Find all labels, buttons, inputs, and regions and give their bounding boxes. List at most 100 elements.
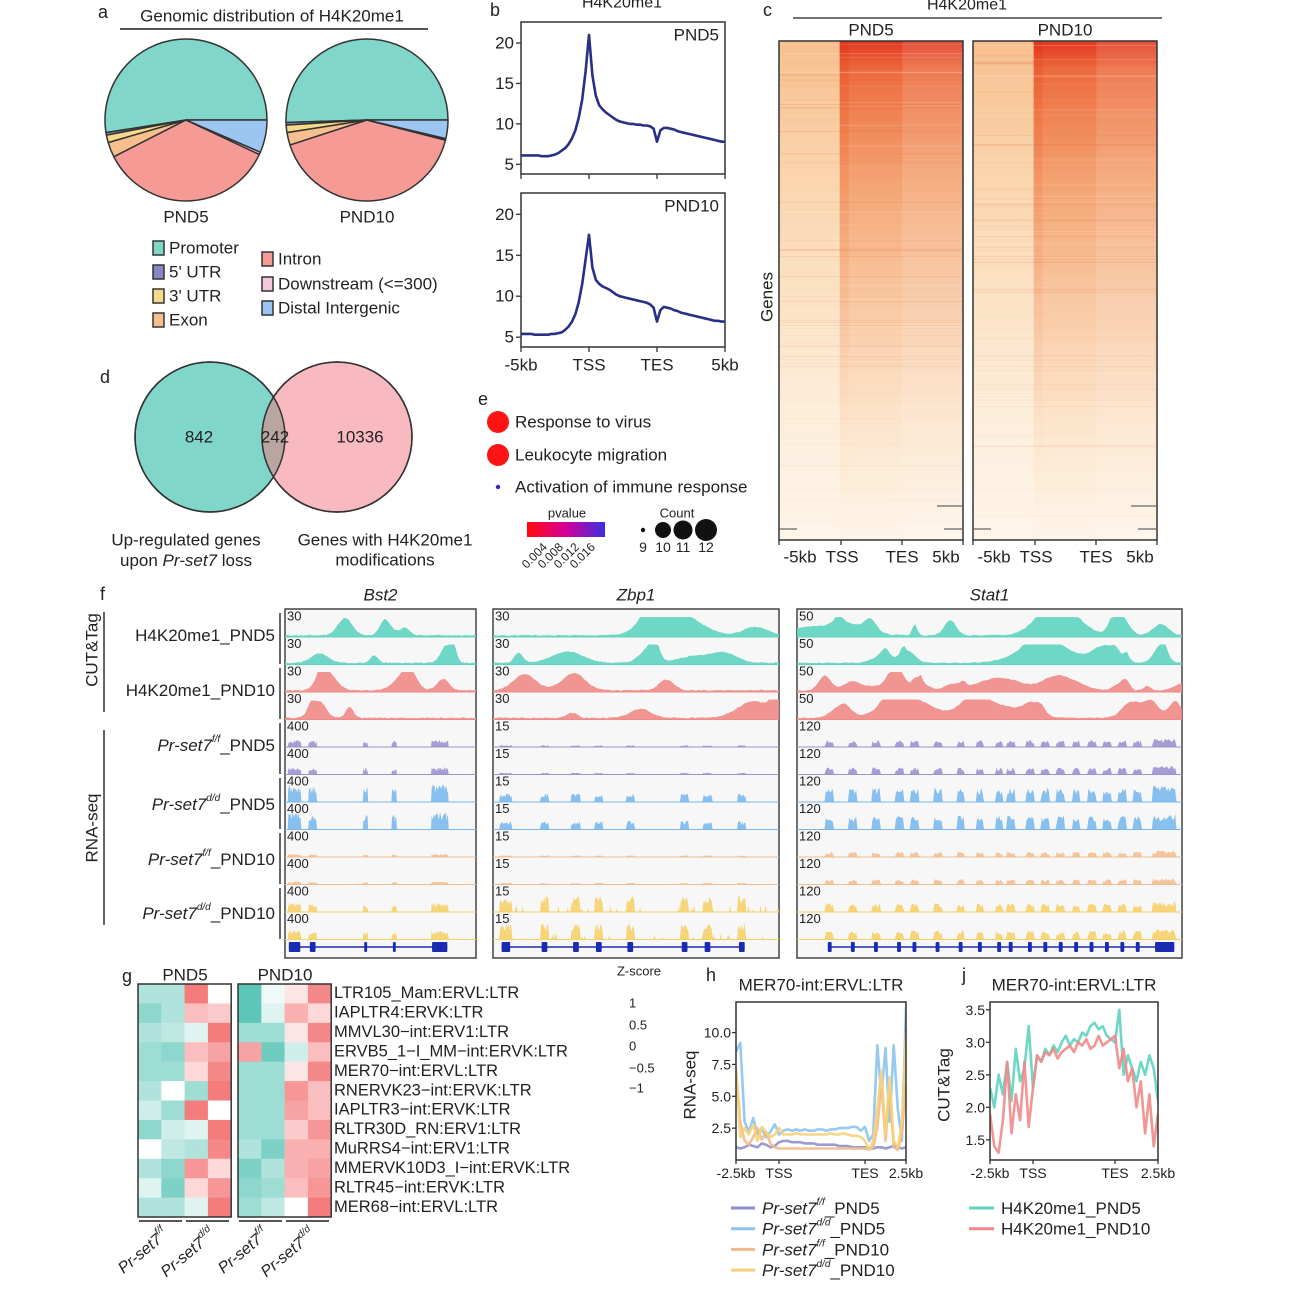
text-part: Pr-set7 [762,1261,817,1280]
x-tick-label: -5kb [783,548,816,567]
track-scale-label: 400 [287,719,309,734]
heatmap-cell [307,1100,332,1121]
row-label: RNERVK23−int:ERVK:LTR [334,1081,532,1099]
heatmap-cell [261,1081,285,1101]
chart-title: H4K20me1 [927,0,1007,14]
track-scale-label: 15 [495,884,509,899]
chart-title: MER70-int:ERVL:LTR [992,976,1157,995]
pie-slice [185,119,268,153]
heatmap-cell [138,984,162,1004]
track: 15 [493,801,779,830]
heatmap-cell [207,1042,232,1063]
heatmap-cell [261,1158,285,1179]
legend-tick-label: 1 [629,996,636,1011]
heatmap-pnd10: PND10 -5kb TSS TES 5kb [972,21,1158,567]
exon [1155,942,1175,952]
exon [595,942,602,952]
legend-label: Pr-set7f/f_PND10 [762,1238,889,1259]
track: 400 [285,801,476,830]
row-label: RLTR45−int:ERVK:LTR [334,1179,505,1197]
heatmap-cell [138,1042,162,1063]
chart-title: MER70-int:ERVL:LTR [739,976,904,995]
track: 120 [797,829,1182,858]
series-line [990,1008,1158,1109]
track-signal [797,644,1182,665]
y-tick-label: 2.5 [966,1067,986,1083]
heatmap-cell [307,1022,332,1043]
legend-swatch [152,288,165,304]
y-tick-label: 10 [495,287,514,306]
x-tick-label: TSS [1019,548,1052,567]
track-scale-label: 120 [799,911,821,926]
row-label: IAPLTR3−int:ERVK:LTR [334,1101,511,1119]
column-label: PND5 [848,21,893,40]
panel-label: a [98,2,109,22]
exon [1008,942,1013,952]
heatmap-cell [161,1042,185,1063]
heatmap-cell [307,1119,332,1140]
series-label: PND5 [674,26,719,45]
row-label: IAPLTR4:ERVK:LTR [334,1003,484,1021]
row-label: LTR105_Mam:ERVL:LTR [334,984,519,1002]
track: 30 [493,664,779,693]
track-signal [493,617,779,637]
venn-outline [134,361,286,513]
heatmap-cell [161,1158,185,1179]
y-axis-label: RNA-seq [681,1051,700,1120]
gene-model [501,942,745,952]
track: 50 [797,664,1182,693]
pie-slice [289,119,447,202]
text-part: _PND5 [219,736,275,755]
heatmap-cell [238,1197,262,1218]
heatmap-cell [261,1022,285,1043]
column-label: PND10 [1038,21,1093,40]
count-legend-dot [695,519,717,541]
legend-label: 5' UTR [169,263,221,282]
track-scale-label: 15 [495,856,509,871]
exon [309,942,316,952]
track-signal [493,820,779,830]
x-tick-label: 5kb [711,356,738,375]
count-legend-label: 10 [655,539,671,555]
legend-title: Count [660,506,695,521]
heatmap-cell [207,1100,232,1121]
track-signal [285,902,476,912]
exon [1120,942,1125,952]
heatmap-downstream [1096,41,1157,540]
track-scale-label: 120 [799,884,821,899]
venn-count: 10336 [336,428,383,447]
track-signal [493,644,779,665]
pie-pnd5 [104,38,268,202]
track-scale-label: 15 [495,829,509,844]
heatmap-cell [207,1022,232,1043]
gene-model [827,942,1175,952]
pie-pnd10 [285,38,449,202]
exon [1135,942,1140,952]
heatmap-cell [238,1061,262,1082]
text-part: upon [120,551,163,570]
text-part: f/f [202,848,212,859]
track: 120 [797,746,1182,775]
track-scale-label: 120 [799,774,821,789]
term-dot [495,484,501,490]
track-scale-label: 400 [287,774,309,789]
term-label: Response to virus [515,413,651,432]
track-label: H4K20me1_PND10 [126,681,275,700]
track: 15 [493,746,779,775]
legend-tick-label: −1 [629,1081,644,1096]
panel-label: j [961,965,966,985]
track: 30 [285,609,476,638]
heatmap-cell [261,1042,285,1063]
x-tick-label: TSS [1019,1165,1046,1181]
heatmap-cell [238,1042,262,1063]
track-scale-label: 15 [495,719,509,734]
track-scale-label: 50 [799,636,813,651]
heatmap-cell [238,1022,262,1043]
locus-frame [796,608,1183,959]
series-line [990,1034,1158,1155]
track-label: H4K20me1_PND5 [135,626,275,645]
series-lines [990,1008,1158,1155]
exon [935,942,940,952]
track: 120 [797,856,1182,885]
